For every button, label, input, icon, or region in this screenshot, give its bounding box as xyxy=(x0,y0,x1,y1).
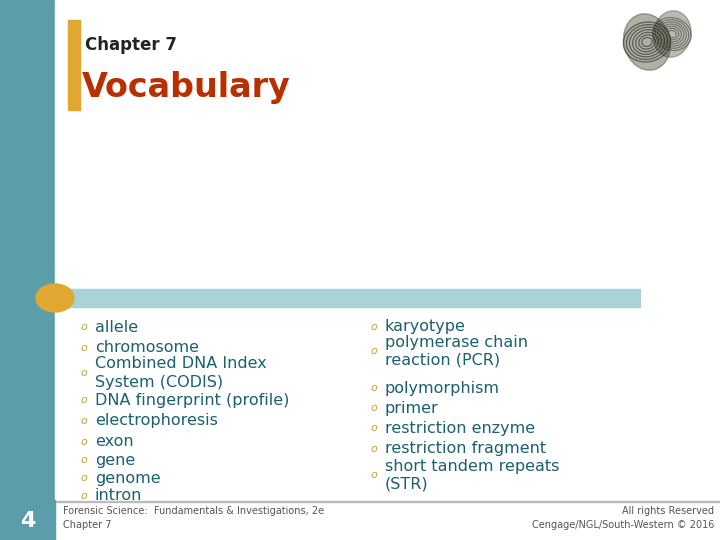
Text: gene: gene xyxy=(95,453,135,468)
Text: intron: intron xyxy=(95,489,143,503)
Bar xyxy=(55,289,640,307)
Text: o: o xyxy=(370,444,377,454)
Text: genome: genome xyxy=(95,470,161,485)
Ellipse shape xyxy=(653,11,691,57)
Text: Forensic Science:  Fundamentals & Investigations, 2e
Chapter 7: Forensic Science: Fundamentals & Investi… xyxy=(63,506,324,530)
Text: polymerase chain
reaction (PCR): polymerase chain reaction (PCR) xyxy=(385,334,528,368)
Bar xyxy=(0,0,55,540)
Bar xyxy=(0,500,55,540)
Text: o: o xyxy=(370,403,377,413)
Text: Vocabulary: Vocabulary xyxy=(82,71,291,105)
Text: o: o xyxy=(370,423,377,433)
Text: All rights Reserved
Cengage/NGL/South-Western © 2016: All rights Reserved Cengage/NGL/South-We… xyxy=(531,506,714,530)
Text: o: o xyxy=(370,470,377,480)
Text: o: o xyxy=(80,416,86,426)
Text: o: o xyxy=(80,437,86,447)
Ellipse shape xyxy=(624,14,670,70)
Text: polymorphism: polymorphism xyxy=(385,381,500,395)
Text: allele: allele xyxy=(95,320,138,334)
Bar xyxy=(68,20,80,110)
Text: 4: 4 xyxy=(20,511,35,531)
Text: Combined DNA Index
System (CODIS): Combined DNA Index System (CODIS) xyxy=(95,356,266,389)
Text: o: o xyxy=(80,322,86,332)
Text: o: o xyxy=(80,368,86,378)
Text: DNA fingerprint (profile): DNA fingerprint (profile) xyxy=(95,393,289,408)
Text: short tandem repeats
(STR): short tandem repeats (STR) xyxy=(385,458,559,491)
Text: electrophoresis: electrophoresis xyxy=(95,414,218,429)
Text: chromosome: chromosome xyxy=(95,341,199,355)
Text: exon: exon xyxy=(95,435,134,449)
Text: primer: primer xyxy=(385,401,438,415)
Ellipse shape xyxy=(36,284,74,312)
Text: restriction enzyme: restriction enzyme xyxy=(385,421,535,435)
Bar xyxy=(55,501,720,502)
Text: o: o xyxy=(370,346,377,356)
Text: o: o xyxy=(370,383,377,393)
Text: restriction fragment: restriction fragment xyxy=(385,442,546,456)
Text: o: o xyxy=(80,473,86,483)
Text: o: o xyxy=(80,455,86,465)
Text: o: o xyxy=(80,395,86,405)
Text: Chapter 7: Chapter 7 xyxy=(85,36,177,54)
Text: o: o xyxy=(370,322,377,332)
Text: o: o xyxy=(80,491,86,501)
Text: o: o xyxy=(80,343,86,353)
Text: karyotype: karyotype xyxy=(385,320,466,334)
